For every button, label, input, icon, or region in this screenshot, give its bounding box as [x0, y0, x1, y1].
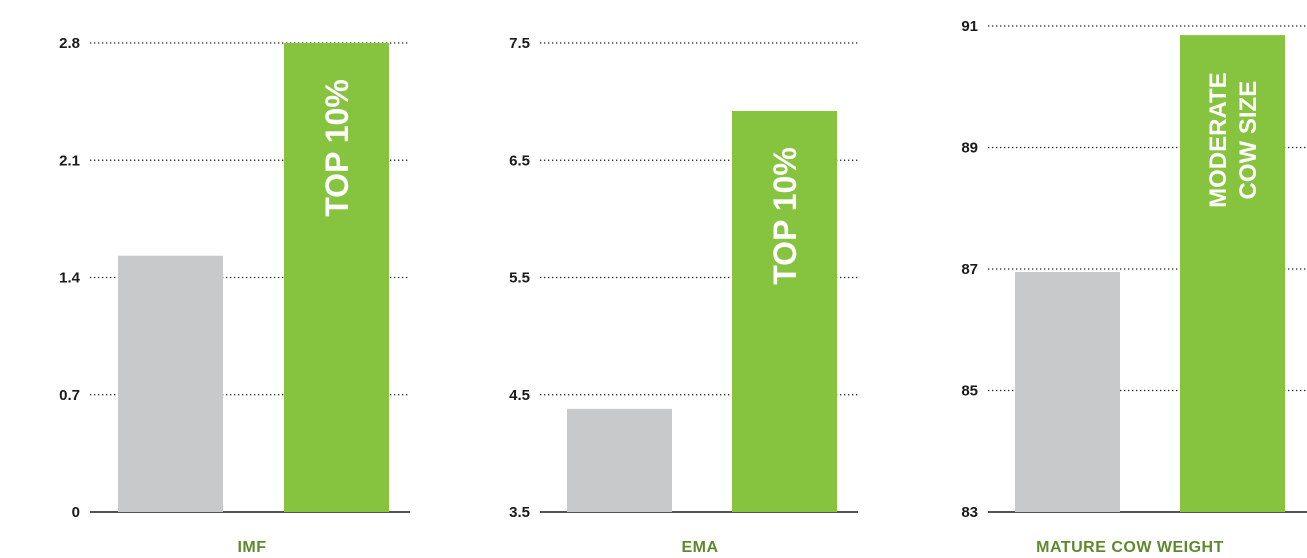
bar-annotation-text: COW SIZE: [1235, 81, 1262, 200]
y-tick-label: 5.5: [509, 270, 530, 287]
y-tick-label: 2.8: [59, 35, 80, 52]
y-tick-label: 83: [961, 504, 978, 521]
baseline-bar: [118, 255, 223, 512]
y-tick-label: 3.5: [509, 504, 530, 521]
y-tick-label: 7.5: [509, 35, 530, 52]
bar-annotation-text: TOP 10%: [767, 147, 803, 285]
baseline-bar: [567, 408, 672, 512]
y-tick-label: 0.7: [59, 387, 80, 404]
bar-annotation-text: TOP 10%: [319, 79, 355, 217]
y-tick-label: 85: [961, 383, 978, 400]
y-tick-label: 2.1: [59, 152, 80, 169]
y-tick-label: 91: [961, 18, 978, 35]
y-tick-label: 4.5: [509, 387, 530, 404]
y-tick-label: 0: [72, 504, 80, 521]
highlight-bar: [1180, 35, 1285, 513]
highlight-bar: [284, 43, 389, 512]
x-axis-label: MATURE COW WEIGHT: [1036, 539, 1224, 556]
x-axis-label: IMF: [237, 539, 266, 556]
highlight-bar: [732, 111, 837, 512]
y-tick-label: 89: [961, 140, 978, 157]
y-tick-label: 87: [961, 261, 978, 278]
bar-annotation: TOP 10%: [767, 147, 803, 285]
bar-annotation: MODERATE COW SIZE: [1205, 72, 1262, 208]
baseline-bar: [1015, 272, 1120, 512]
x-axis-label: EMA: [681, 539, 718, 556]
y-tick-label: 1.4: [59, 270, 81, 287]
y-tick-label: 6.5: [509, 152, 530, 169]
bar-annotation: TOP 10%: [319, 79, 355, 217]
bar-annotation-text: MODERATE: [1205, 72, 1232, 208]
